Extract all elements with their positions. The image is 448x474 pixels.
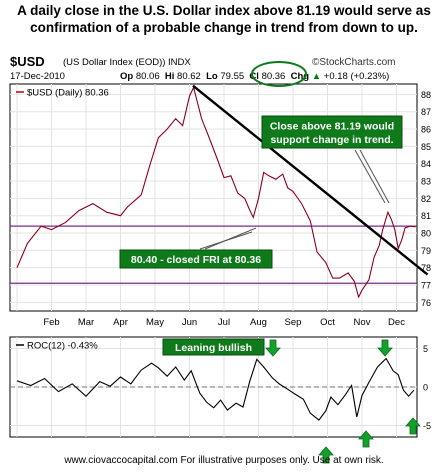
x-tick-label: Dec xyxy=(388,317,405,328)
green-arrow-up-icon xyxy=(405,417,421,435)
x-tick-label: Jun xyxy=(182,317,197,328)
annotation-pointer-trend xyxy=(354,149,386,204)
price-tick-label: 88 xyxy=(421,90,431,100)
price-tick-label: 84 xyxy=(421,159,431,169)
high-label: Hi xyxy=(164,71,175,82)
annotation-text-level: 80.40 - closed FRI at 80.36 xyxy=(131,254,261,266)
roc-panel: 5 0 -5 ROC(12) -0.43% Leaning bullish xyxy=(9,336,431,464)
price-tick-label: 85 xyxy=(421,142,431,152)
close-label: Cl xyxy=(249,71,259,82)
ticker-name: (US Dollar Index (EOD)) INDX xyxy=(63,57,191,68)
roc-tick-label: -5 xyxy=(423,421,431,431)
change-value: +0.18 (+0.23%) xyxy=(323,71,390,82)
annotation-box-trend xyxy=(261,115,403,149)
roc-tick-label: 0 xyxy=(423,383,428,393)
open-value: 80.06 xyxy=(135,71,160,82)
quote-values: Op 80.06 Hi 80.62 Lo 79.55 Cl 80.36 Chg … xyxy=(120,71,389,82)
annotation-text-bullish: Leaning bullish xyxy=(175,342,252,354)
annotation-text-trend-line2: support change in trend. xyxy=(270,134,393,146)
high-value: 80.62 xyxy=(177,71,201,82)
open-label: Op xyxy=(120,71,134,82)
green-arrow-up-icon xyxy=(358,430,374,448)
x-tick-label: May xyxy=(146,317,164,328)
x-tick-label: Jul xyxy=(218,317,230,328)
price-panel: 76 77 78 79 80 81 82 83 84 85 86 87 88 $USD (Daily) 8… xyxy=(9,61,431,312)
green-arrow-up-icon xyxy=(318,446,334,464)
price-legend-label: $USD (Daily) 80.36 xyxy=(27,88,109,99)
price-tick-label: 80 xyxy=(421,229,431,239)
price-tick-label: 86 xyxy=(421,125,431,135)
x-tick-label: Nov xyxy=(354,317,371,328)
headline: A daily close in the U.S. Dollar index a… xyxy=(17,3,431,35)
price-series-shadow xyxy=(16,86,416,298)
x-tick-label: Apr xyxy=(113,317,128,328)
low-value: 79.55 xyxy=(220,71,245,82)
x-axis: Feb Mar Apr May Jun Jul Aug Sep Oct Nov Dec xyxy=(43,317,405,328)
price-tick-label: 78 xyxy=(421,263,431,273)
price-tick-label: 77 xyxy=(421,281,431,291)
roc-tick-label: 5 xyxy=(423,344,428,354)
close-value: 80.36 xyxy=(261,71,286,82)
annotation-box-level xyxy=(119,249,273,269)
low-label: Lo xyxy=(206,71,218,82)
brand-logo: ©StockCharts.com xyxy=(312,57,396,68)
x-tick-label: Feb xyxy=(43,317,59,328)
close-highlight-ellipse xyxy=(251,61,307,87)
footer-disclaimer: www.ciovaccocapital.com For illustrative… xyxy=(64,455,384,466)
x-tick-label: Sep xyxy=(285,317,302,328)
price-tick-label: 82 xyxy=(421,194,431,204)
roc-legend-label: ROC(12) -0.43% xyxy=(27,341,98,352)
annotation-box-bullish xyxy=(162,338,265,356)
price-series-line xyxy=(16,85,416,299)
x-tick-label: Mar xyxy=(78,317,94,328)
x-tick-label: Aug xyxy=(250,317,267,328)
green-arrow-down-icon xyxy=(377,339,393,357)
change-arrow-icon: ▲ xyxy=(311,71,322,82)
price-tick-label: 79 xyxy=(421,246,431,256)
price-tick-label: 83 xyxy=(421,177,431,187)
ticker-symbol: $USD xyxy=(10,54,45,69)
quote-date: 17-Dec-2010 xyxy=(10,71,65,82)
green-arrow-down-icon xyxy=(265,339,281,357)
roc-series-line xyxy=(16,357,415,421)
annotation-pointer-level xyxy=(204,227,257,250)
downtrend-line xyxy=(192,84,429,276)
change-label: Chg xyxy=(290,71,310,82)
price-tick-label: 81 xyxy=(421,211,431,221)
annotation-text-trend-line1: Close above 81.19 would xyxy=(270,121,394,133)
annotation-pointer-trend xyxy=(359,149,390,204)
price-tick-label: 76 xyxy=(421,298,431,308)
price-tick-label: 87 xyxy=(421,107,431,117)
x-tick-label: Oct xyxy=(320,317,335,328)
